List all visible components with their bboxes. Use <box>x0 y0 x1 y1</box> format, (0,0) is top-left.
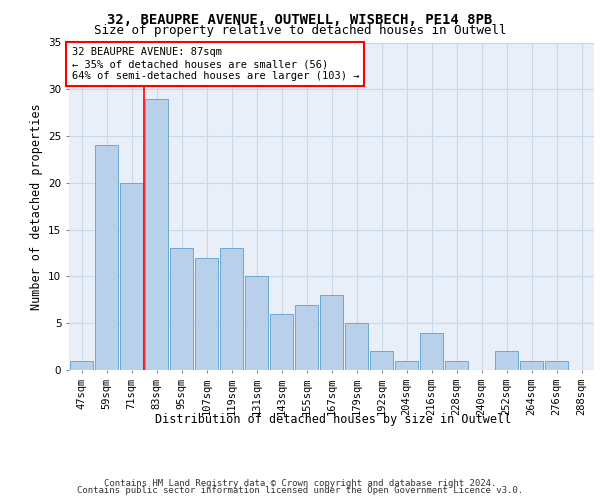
Text: Distribution of detached houses by size in Outwell: Distribution of detached houses by size … <box>155 412 511 426</box>
Bar <box>95 146 118 370</box>
Bar <box>345 323 368 370</box>
Bar <box>545 360 568 370</box>
Bar <box>195 258 218 370</box>
Bar <box>445 360 468 370</box>
Bar <box>145 98 168 370</box>
Bar <box>495 352 518 370</box>
Bar <box>420 332 443 370</box>
Y-axis label: Number of detached properties: Number of detached properties <box>29 103 43 310</box>
Text: Contains HM Land Registry data © Crown copyright and database right 2024.: Contains HM Land Registry data © Crown c… <box>104 478 496 488</box>
Text: Contains public sector information licensed under the Open Government Licence v3: Contains public sector information licen… <box>77 486 523 495</box>
Bar <box>70 360 93 370</box>
Text: Size of property relative to detached houses in Outwell: Size of property relative to detached ho… <box>94 24 506 37</box>
Text: 32, BEAUPRE AVENUE, OUTWELL, WISBECH, PE14 8PB: 32, BEAUPRE AVENUE, OUTWELL, WISBECH, PE… <box>107 12 493 26</box>
Bar <box>270 314 293 370</box>
Bar <box>370 352 393 370</box>
Text: 32 BEAUPRE AVENUE: 87sqm
← 35% of detached houses are smaller (56)
64% of semi-d: 32 BEAUPRE AVENUE: 87sqm ← 35% of detach… <box>71 48 359 80</box>
Bar <box>320 295 343 370</box>
Bar <box>395 360 418 370</box>
Bar <box>220 248 243 370</box>
Bar <box>295 304 318 370</box>
Bar <box>520 360 543 370</box>
Bar <box>170 248 193 370</box>
Bar <box>120 183 143 370</box>
Bar <box>245 276 268 370</box>
